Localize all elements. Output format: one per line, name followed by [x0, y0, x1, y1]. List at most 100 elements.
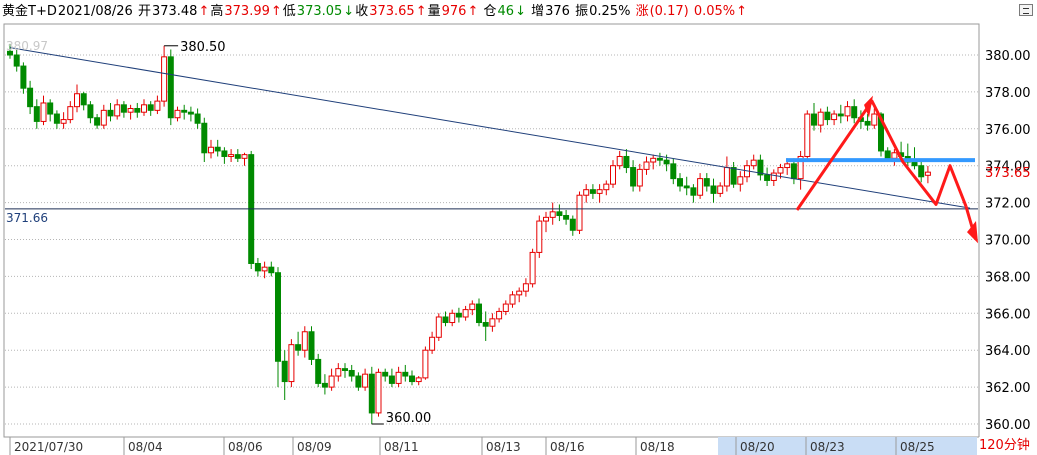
candle — [141, 99, 147, 116]
candle — [114, 99, 121, 120]
candle-body — [20, 65, 27, 89]
candle — [502, 300, 509, 316]
candle — [335, 363, 342, 382]
candle — [382, 368, 389, 382]
candle — [764, 167, 771, 186]
low-label: 低 — [282, 4, 296, 19]
candle-body — [47, 102, 54, 115]
candle-body — [623, 155, 630, 169]
chg-pct: 0.05% — [693, 4, 736, 19]
candle — [636, 163, 643, 192]
candle-body — [663, 159, 670, 165]
candle — [261, 261, 268, 279]
candle — [576, 191, 583, 234]
red-zigzag-path — [795, 99, 968, 211]
candle — [167, 49, 174, 126]
candle — [462, 305, 469, 321]
candle — [368, 366, 375, 424]
candle — [904, 143, 911, 166]
candle — [415, 376, 422, 386]
candle-body — [328, 375, 335, 388]
candle-body — [208, 146, 214, 154]
candle-body — [824, 111, 831, 121]
chg-label: 涨 — [635, 4, 649, 19]
candle — [268, 261, 275, 277]
gridlines — [5, 54, 978, 425]
x-tick-label: 08/11 — [384, 440, 419, 454]
candle — [918, 160, 925, 183]
candle — [583, 184, 590, 203]
candle-body — [67, 106, 74, 121]
candle-body — [596, 189, 603, 194]
candle-body — [355, 375, 362, 388]
candle-body — [656, 157, 663, 161]
candle-body — [94, 117, 101, 126]
candle-body — [187, 111, 194, 115]
candle — [33, 99, 40, 129]
candle — [53, 110, 60, 129]
amp-label: 振 — [575, 4, 589, 19]
candle — [13, 49, 20, 72]
candle-body — [496, 310, 503, 320]
candle — [402, 364, 409, 382]
candle — [342, 363, 348, 378]
candle — [616, 150, 623, 170]
candle-body — [616, 155, 623, 167]
quote-date: 2021/08/26 — [57, 4, 133, 19]
candle — [355, 372, 362, 391]
candle-body — [804, 113, 811, 157]
candle — [181, 104, 188, 120]
candle-body — [784, 163, 791, 169]
candle-body — [851, 106, 858, 119]
candle-body — [107, 109, 114, 117]
menu-icon[interactable] — [1019, 4, 1033, 16]
candle-body — [717, 185, 724, 194]
candle-body — [87, 104, 94, 119]
open-value: 373.48 — [151, 4, 198, 19]
candle-body — [241, 154, 248, 159]
x-tick-label: 08/20 — [740, 440, 775, 454]
candle-body — [710, 185, 717, 194]
x-tick-label: 2021/07/30 — [14, 440, 83, 454]
candle-body — [422, 349, 429, 379]
candle — [811, 102, 817, 131]
chg-arrow: ↑ — [736, 4, 748, 19]
candle-body — [610, 165, 616, 185]
candle — [630, 160, 637, 192]
candle-body — [670, 163, 677, 180]
candle-body — [837, 113, 844, 117]
candle-body — [516, 290, 523, 296]
candle-body — [53, 113, 60, 124]
period-label[interactable]: 120分钟 — [979, 437, 1037, 455]
candle-body — [569, 218, 576, 231]
candle — [208, 139, 214, 159]
red-arrow-head — [864, 95, 873, 118]
candle — [221, 147, 228, 164]
candle-body — [737, 176, 744, 185]
candle-body — [335, 368, 342, 377]
open-arrow: ↑ — [198, 4, 210, 19]
candle — [328, 368, 335, 391]
candle-body — [141, 104, 147, 113]
candles — [7, 43, 931, 424]
candle-body — [777, 167, 784, 174]
candle-body — [254, 262, 261, 272]
candle-body — [402, 371, 409, 377]
y-tick-label: 362.00 — [985, 381, 1031, 396]
candle — [27, 80, 34, 115]
candle — [442, 311, 449, 327]
oi-value: 46 — [497, 4, 515, 19]
candle-body — [342, 368, 348, 371]
candle — [482, 311, 489, 341]
candle — [74, 84, 80, 113]
candle — [509, 291, 516, 308]
candle — [549, 202, 556, 225]
plot-frame — [3, 23, 980, 438]
candle-body — [268, 266, 275, 274]
candle — [187, 106, 194, 122]
candle-body — [790, 163, 797, 180]
high-label: 高 — [210, 4, 224, 19]
candle-body — [730, 167, 737, 185]
candle-body — [281, 360, 288, 383]
